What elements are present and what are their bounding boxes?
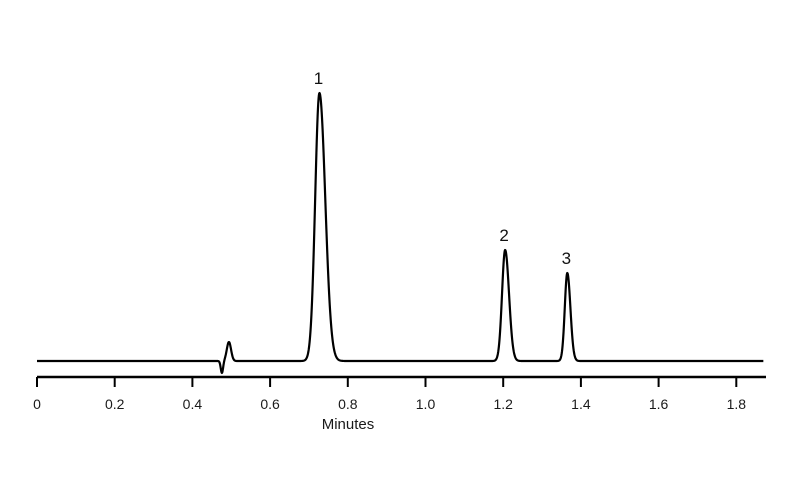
x-tick-label: 1.2 <box>493 396 513 412</box>
x-tick-label: 0 <box>33 396 41 412</box>
peak-labels: 1 2 3 <box>314 69 571 268</box>
peak-label-1: 1 <box>314 69 323 88</box>
x-axis-title: Minutes <box>322 416 375 433</box>
x-tick-label: 0.6 <box>260 396 280 412</box>
chromatogram-trace <box>36 91 765 375</box>
x-tick-label: 1.0 <box>416 396 436 412</box>
x-tick-label: 0.2 <box>105 396 125 412</box>
peak-label-3: 3 <box>562 249 571 268</box>
x-tick-label: 1.6 <box>649 396 669 412</box>
x-tick-label: 1.4 <box>571 396 591 412</box>
x-tick-label: 1.8 <box>727 396 747 412</box>
x-axis-ticks <box>36 377 738 387</box>
peak-label-2: 2 <box>499 226 508 245</box>
x-tick-label: 0.4 <box>183 396 203 412</box>
x-axis-tick-labels: 0 0.2 0.4 0.6 0.8 1.0 1.2 1.4 1.6 1.8 <box>33 396 746 412</box>
x-tick-label: 0.8 <box>338 396 358 412</box>
